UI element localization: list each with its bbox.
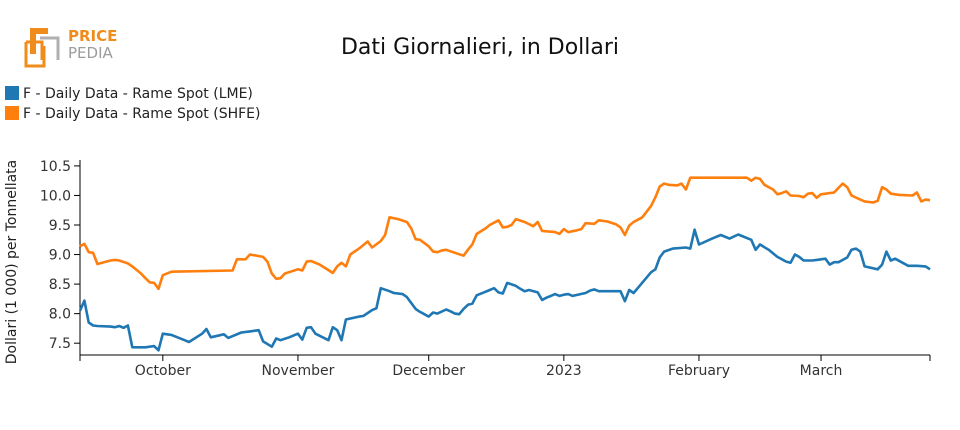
y-tick-label: 8.5: [49, 277, 71, 293]
legend-swatch-lme: [5, 86, 19, 100]
y-tick-label: 8.0: [49, 307, 71, 323]
x-tick-label: December: [392, 363, 465, 379]
series-line-lme[interactable]: [78, 228, 931, 352]
y-tick-label: 9.5: [49, 218, 71, 234]
logo-text-pedia: PEDIA: [68, 44, 113, 62]
legend-label-shfe: F - Daily Data - Rame Spot (SHFE): [23, 106, 260, 122]
legend-item-shfe[interactable]: F - Daily Data - Rame Spot (SHFE): [5, 106, 260, 122]
x-tick-label: 2023: [546, 363, 582, 379]
legend: F - Daily Data - Rame Spot (LME) F - Dai…: [5, 86, 260, 122]
x-tick-label: February: [668, 363, 730, 379]
pricepedia-logo: PRICE PEDIA: [24, 27, 117, 68]
plot-area: [78, 176, 931, 352]
logo-mark: [30, 28, 48, 54]
series-line-shfe[interactable]: [79, 176, 931, 291]
x-tick-label: November: [262, 363, 335, 379]
logo-mark-outline: [24, 40, 46, 68]
y-tick-label: 7.5: [49, 336, 71, 352]
logo-mark-grey: [40, 36, 60, 60]
y-tick-label: 10.0: [40, 188, 71, 204]
logo-text-price: PRICE: [68, 27, 117, 45]
y-tick-label: 9.0: [49, 248, 71, 264]
y-tick-label: 10.5: [40, 159, 71, 175]
x-axis: October November December 2023 February March: [79, 354, 931, 379]
y-axis: 7.5 8.0 8.5 9.0 9.5 10.0 10.5: [40, 159, 81, 355]
y-axis-title: Dollari (1 000) per Tonnellata: [4, 160, 20, 364]
legend-item-lme[interactable]: F - Daily Data - Rame Spot (LME): [5, 86, 253, 102]
legend-swatch-shfe: [5, 106, 19, 120]
chart-title: Dati Giornalieri, in Dollari: [341, 35, 619, 60]
x-tick-label: October: [135, 363, 191, 379]
x-tick-label: March: [800, 363, 843, 379]
legend-label-lme: F - Daily Data - Rame Spot (LME): [23, 86, 253, 102]
